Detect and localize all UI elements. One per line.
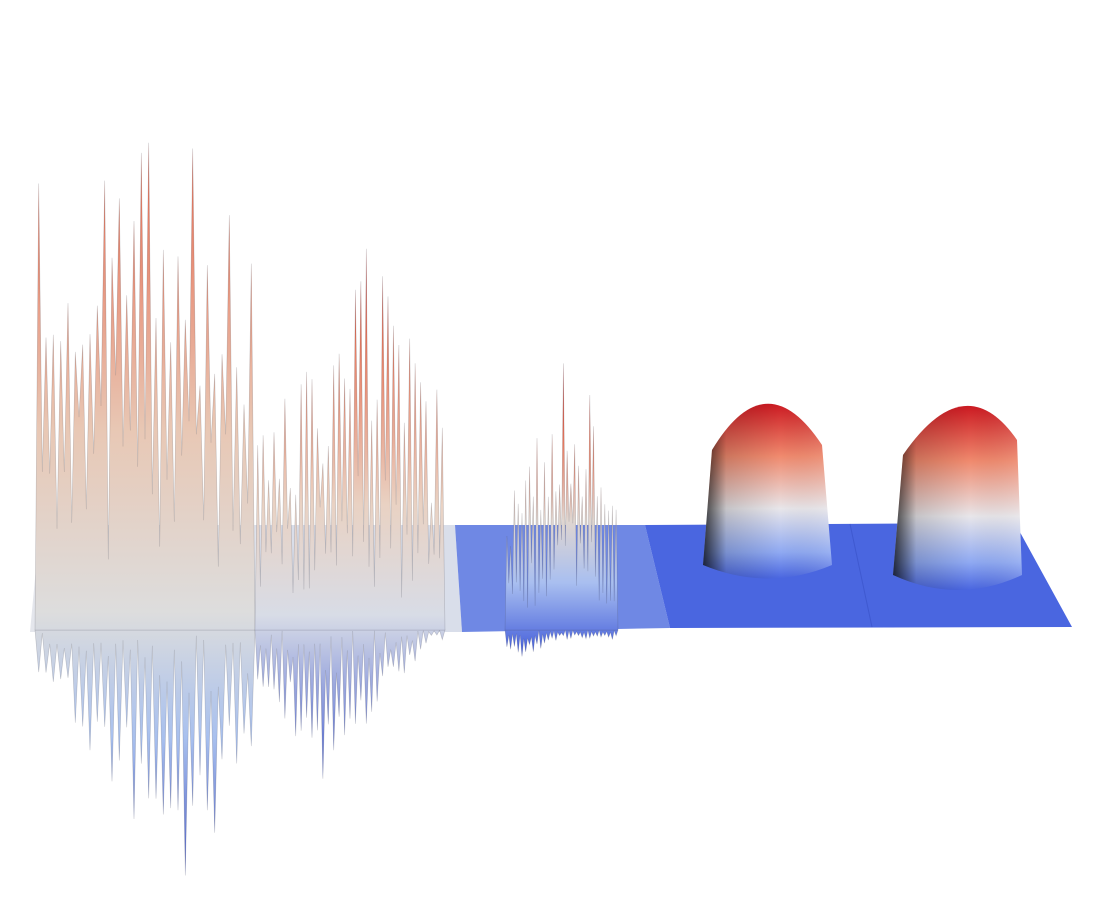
dome-shade <box>703 403 832 579</box>
plane-seam <box>849 523 873 628</box>
dome-4 <box>703 403 832 579</box>
spikes <box>34 142 619 876</box>
dome-shade <box>893 405 1022 590</box>
downward-spikes <box>34 629 256 876</box>
downward-spikes <box>504 628 619 657</box>
downward-spikes <box>254 629 446 779</box>
dome-5 <box>893 405 1022 590</box>
upward-spikes <box>34 142 256 631</box>
upward-spikes <box>254 248 446 631</box>
upward-spikes <box>504 363 619 631</box>
